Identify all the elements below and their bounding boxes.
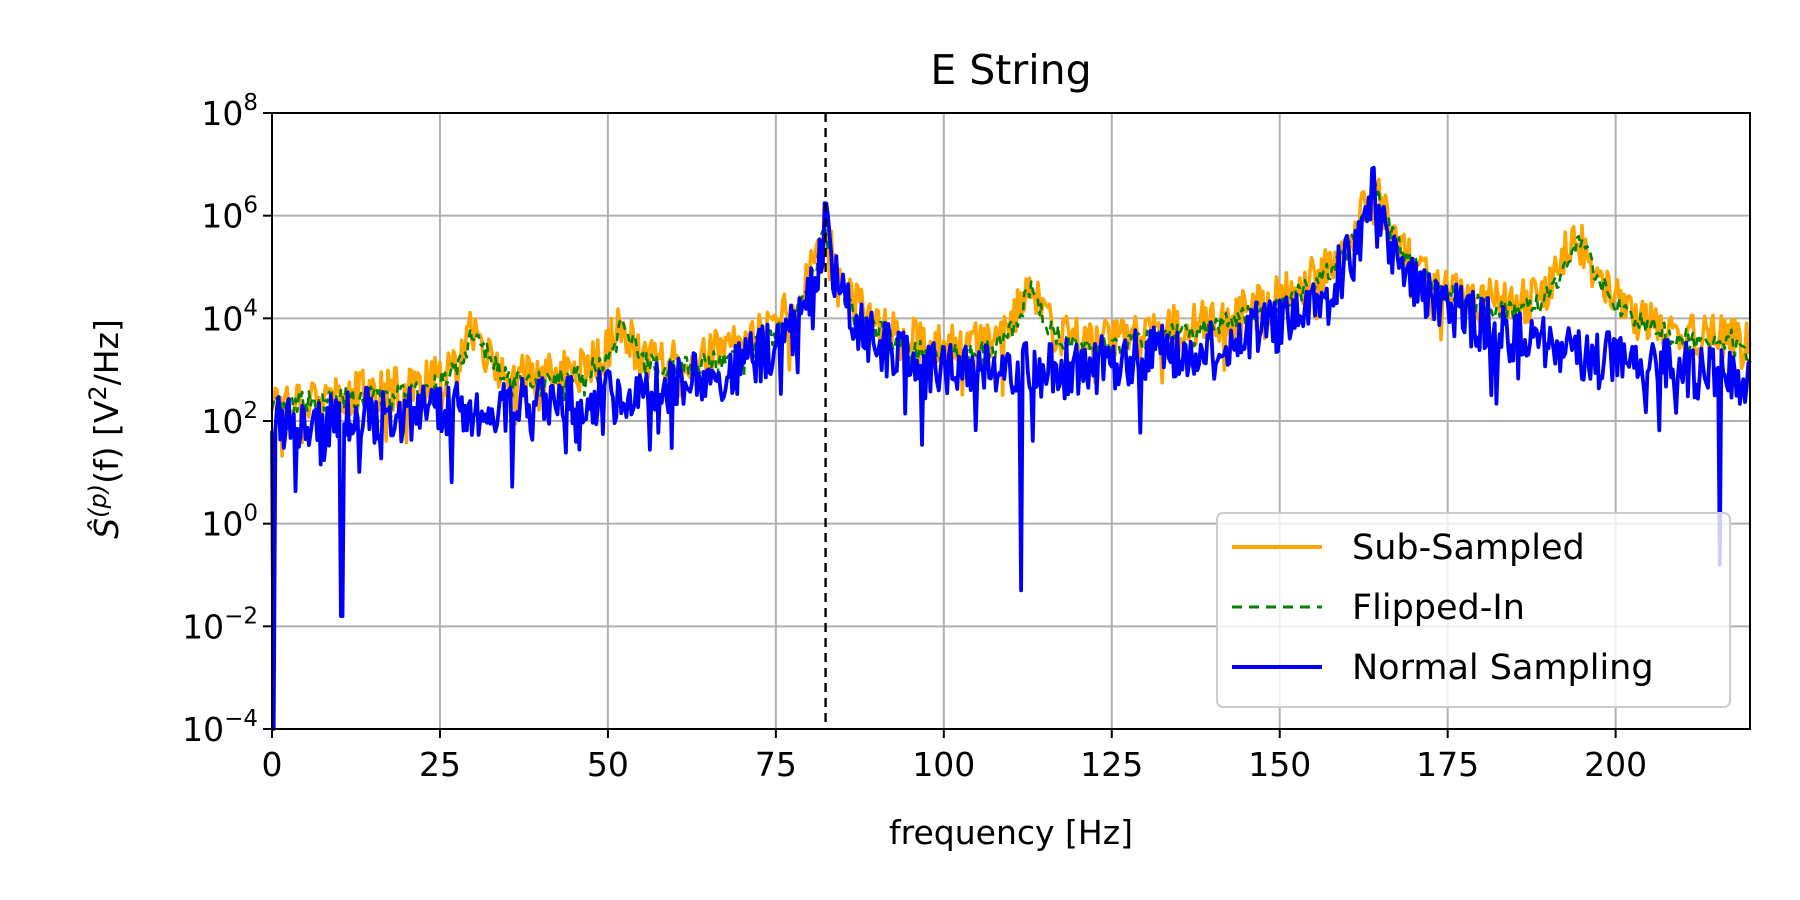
- y-tick-label: 108: [201, 90, 258, 133]
- legend: Sub-Sampled Flipped-In Normal Sampling: [1216, 512, 1731, 708]
- x-tick-label: 200: [1584, 745, 1647, 784]
- x-tick-label: 150: [1248, 745, 1311, 784]
- y-tick-label: 10−4: [182, 706, 258, 749]
- y-axis-title-end: /Hz]: [87, 319, 126, 385]
- x-tick-label: 175: [1416, 745, 1479, 784]
- legend-label-flipped-in: Flipped-In: [1352, 588, 1525, 628]
- x-tick-label: 100: [912, 745, 975, 784]
- chart-title: E String: [930, 46, 1091, 94]
- series-flipped-in: [270, 181, 1752, 431]
- plot-lines: [270, 165, 1752, 731]
- y-tick-label: 100: [201, 501, 258, 544]
- x-ticks: 0 25 50 75 100 125 150 175 200: [262, 729, 1647, 784]
- y-tick-label: 102: [201, 398, 258, 441]
- y-axis-title-superscript: (p): [84, 484, 112, 518]
- legend-box: [1216, 512, 1731, 708]
- y-axis-title-middle: (f) [V: [87, 400, 126, 484]
- legend-label-normal-sampling: Normal Sampling: [1352, 648, 1654, 688]
- x-tick-label: 125: [1080, 745, 1143, 784]
- y-axis-title-exponent: 2: [84, 385, 112, 400]
- y-tick-label: 10−2: [182, 603, 258, 646]
- y-tick-label: 106: [201, 193, 258, 236]
- y-tick-label: 104: [201, 295, 258, 338]
- y-axis-title: Ŝ(p)(f) [V2/Hz]: [84, 319, 126, 539]
- x-tick-label: 25: [419, 745, 461, 784]
- x-tick-label: 0: [262, 745, 283, 784]
- y-axis-title-symbol: Ŝ: [86, 518, 126, 539]
- legend-label-sub-sampled: Sub-Sampled: [1352, 528, 1585, 568]
- x-tick-label: 50: [587, 745, 629, 784]
- x-tick-label: 75: [755, 745, 797, 784]
- y-ticks: 10−4 10−2 100 102 104 106 108: [182, 90, 272, 749]
- series-normal-sampling: [270, 165, 1752, 731]
- x-axis-title: frequency [Hz]: [889, 813, 1133, 852]
